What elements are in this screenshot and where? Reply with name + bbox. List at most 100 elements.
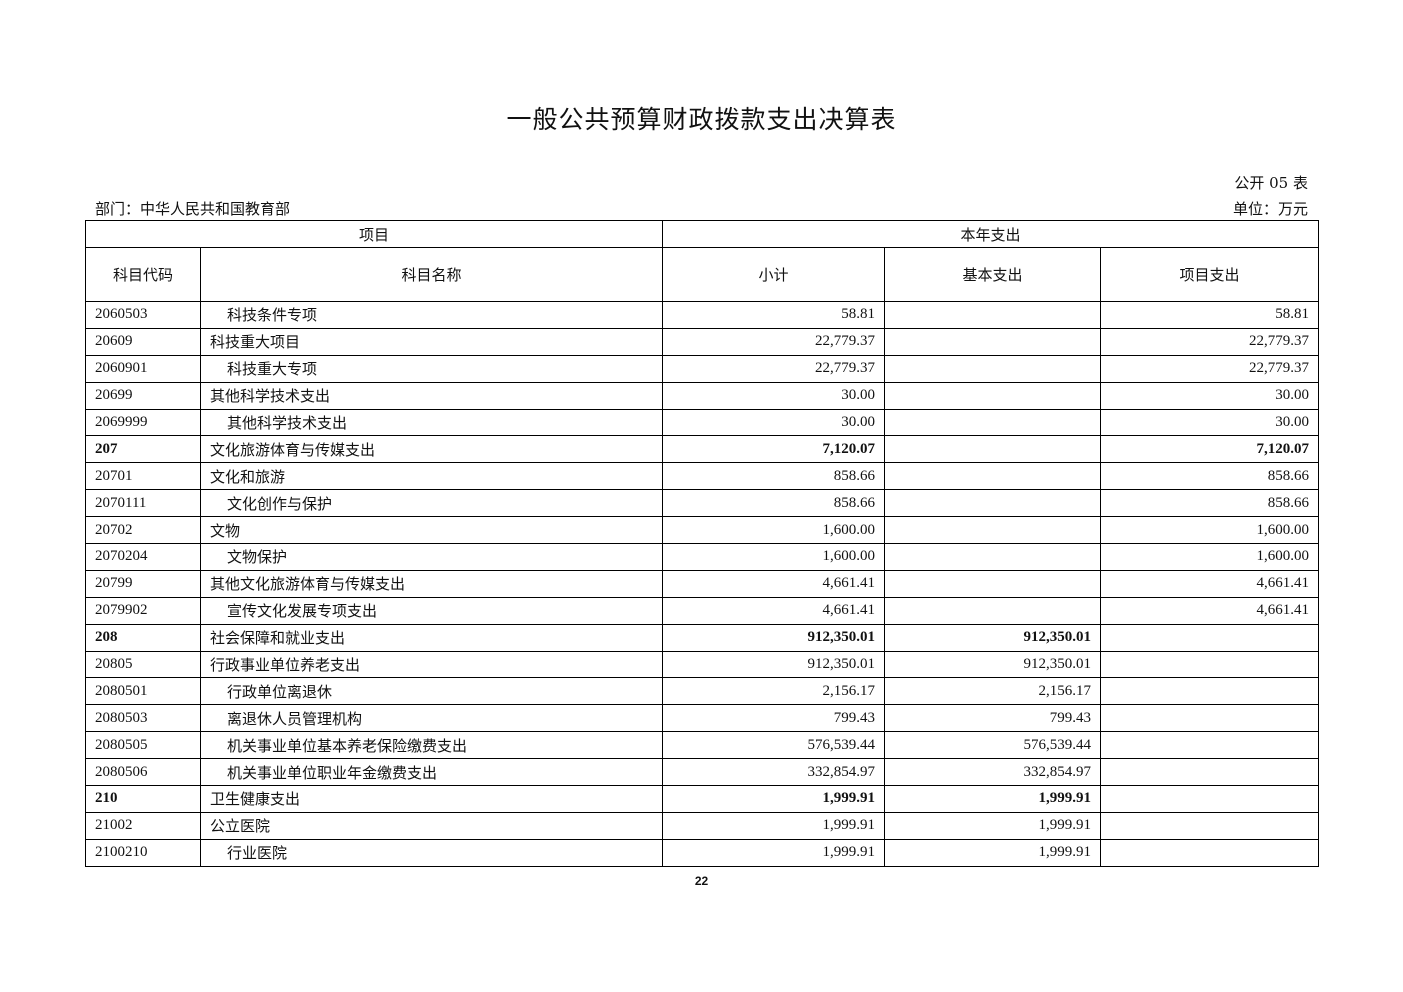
table-row: 207 文化旅游体育与传媒支出 7,120.07 7,120.07 xyxy=(85,435,1320,464)
table-row: 20799 其他文化旅游体育与传媒支出 4,661.41 4,661.41 xyxy=(85,569,1320,598)
cell-name: 其他科学技术支出 xyxy=(199,408,664,437)
cell-project xyxy=(1100,785,1320,813)
cell-subtotal: 1,600.00 xyxy=(662,516,886,545)
cell-project: 22,779.37 xyxy=(1100,354,1320,383)
cell-code: 2060901 xyxy=(85,354,201,383)
table-row: 2080506 机关事业单位职业年金缴费支出 332,854.97 332,854.9… xyxy=(85,758,1320,787)
cell-subtotal: 858.66 xyxy=(662,462,886,491)
header-item-group: 项目 xyxy=(84,220,664,248)
cell-code: 207 xyxy=(85,435,201,464)
cell-code: 210 xyxy=(85,785,201,813)
table-number: 公开 05 表 xyxy=(1234,174,1308,192)
cell-name: 文物 xyxy=(199,516,664,545)
table-row: 208 社会保障和就业支出 912,350.01 912,350.01 xyxy=(85,623,1320,652)
header-code: 科目代码 xyxy=(85,247,201,302)
cell-project xyxy=(1100,623,1320,652)
cell-subtotal: 4,661.41 xyxy=(662,596,886,625)
cell-project xyxy=(1100,811,1320,840)
table-row: 2070204 文物保护 1,600.00 1,600.00 xyxy=(85,543,1320,571)
cell-project xyxy=(1100,731,1320,760)
table-body: 2060503 科技条件专项 58.81 58.81 20609 科技重大项目 22,779… xyxy=(85,301,1320,867)
cell-code: 2080505 xyxy=(85,731,201,760)
cell-basic xyxy=(884,327,1102,356)
cell-name: 其他文化旅游体育与传媒支出 xyxy=(199,569,664,598)
cell-name: 文化和旅游 xyxy=(199,462,664,491)
header-project: 项目支出 xyxy=(1100,247,1320,302)
cell-subtotal: 4,661.41 xyxy=(662,569,886,598)
cell-name: 科技条件专项 xyxy=(199,301,664,329)
cell-basic xyxy=(884,569,1102,598)
cell-name: 离退休人员管理机构 xyxy=(199,704,664,733)
cell-name: 文物保护 xyxy=(199,543,664,571)
cell-project: 30.00 xyxy=(1100,408,1320,437)
cell-basic xyxy=(884,435,1102,464)
cell-subtotal: 1,600.00 xyxy=(662,543,886,571)
cell-name: 机关事业单位基本养老保险缴费支出 xyxy=(199,731,664,760)
table-row: 2060901 科技重大专项 22,779.37 22,779.37 xyxy=(85,354,1320,383)
cell-subtotal: 22,779.37 xyxy=(662,354,886,383)
cell-code: 20699 xyxy=(85,381,201,410)
cell-name: 科技重大专项 xyxy=(199,354,664,383)
cell-subtotal: 332,854.97 xyxy=(662,758,886,787)
cell-subtotal: 1,999.91 xyxy=(662,785,886,813)
header-row-group: 项目 本年支出 xyxy=(84,220,1320,248)
table-row: 20702 文物 1,600.00 1,600.00 xyxy=(85,516,1320,545)
cell-basic xyxy=(884,543,1102,571)
cell-subtotal: 58.81 xyxy=(662,301,886,329)
cell-name: 行业医院 xyxy=(199,838,664,867)
cell-basic xyxy=(884,381,1102,410)
cell-code: 20799 xyxy=(85,569,201,598)
table-row: 2100210 行业医院 1,999.91 1,999.91 xyxy=(85,838,1320,867)
cell-basic: 2,156.17 xyxy=(884,677,1102,706)
cell-project xyxy=(1100,758,1320,787)
cell-name: 科技重大项目 xyxy=(199,327,664,356)
cell-code: 208 xyxy=(85,623,201,652)
cell-basic: 912,350.01 xyxy=(884,623,1102,652)
table-row: 2070111 文化创作与保护 858.66 858.66 xyxy=(85,489,1320,518)
table-row: 2060503 科技条件专项 58.81 58.81 xyxy=(85,301,1320,329)
cell-project xyxy=(1100,838,1320,867)
cell-name: 文化创作与保护 xyxy=(199,489,664,518)
header-row-columns: 科目代码 科目名称 小计 基本支出 项目支出 xyxy=(85,247,1320,302)
cell-basic: 332,854.97 xyxy=(884,758,1102,787)
cell-project xyxy=(1100,650,1320,679)
cell-code: 21002 xyxy=(85,811,201,840)
cell-project: 30.00 xyxy=(1100,381,1320,410)
cell-name: 行政单位离退休 xyxy=(199,677,664,706)
header-year-group: 本年支出 xyxy=(662,220,1320,248)
cell-name: 其他科学技术支出 xyxy=(199,381,664,410)
cell-subtotal: 7,120.07 xyxy=(662,435,886,464)
cell-basic: 1,999.91 xyxy=(884,811,1102,840)
cell-name: 文化旅游体育与传媒支出 xyxy=(199,435,664,464)
table-row: 2069999 其他科学技术支出 30.00 30.00 xyxy=(85,408,1320,437)
cell-basic xyxy=(884,301,1102,329)
cell-project: 1,600.00 xyxy=(1100,516,1320,545)
cell-subtotal: 30.00 xyxy=(662,408,886,437)
table-row: 2080501 行政单位离退休 2,156.17 2,156.17 xyxy=(85,677,1320,706)
header-name: 科目名称 xyxy=(199,247,664,302)
cell-name: 宣传文化发展专项支出 xyxy=(199,596,664,625)
cell-name: 机关事业单位职业年金缴费支出 xyxy=(199,758,664,787)
cell-basic xyxy=(884,408,1102,437)
cell-subtotal: 799.43 xyxy=(662,704,886,733)
cell-subtotal: 858.66 xyxy=(662,489,886,518)
cell-code: 2069999 xyxy=(85,408,201,437)
cell-code: 2070111 xyxy=(85,489,201,518)
cell-code: 20609 xyxy=(85,327,201,356)
cell-name: 行政事业单位养老支出 xyxy=(199,650,664,679)
cell-basic: 912,350.01 xyxy=(884,650,1102,679)
cell-project: 4,661.41 xyxy=(1100,596,1320,625)
cell-name: 公立医院 xyxy=(199,811,664,840)
cell-project: 858.66 xyxy=(1100,489,1320,518)
cell-subtotal: 576,539.44 xyxy=(662,731,886,760)
cell-name: 社会保障和就业支出 xyxy=(199,623,664,652)
page-number: 22 xyxy=(694,874,709,888)
cell-code: 20805 xyxy=(85,650,201,679)
cell-basic xyxy=(884,354,1102,383)
cell-project: 4,661.41 xyxy=(1100,569,1320,598)
budget-table: 项目 本年支出 科目代码 科目名称 小计 基本支出 项目支出 2060503 科技… xyxy=(84,220,1320,867)
cell-code: 2070204 xyxy=(85,543,201,571)
cell-project: 7,120.07 xyxy=(1100,435,1320,464)
unit-label: 单位：万元 xyxy=(1232,200,1308,218)
table-row: 2079902 宣传文化发展专项支出 4,661.41 4,661.41 xyxy=(85,596,1320,625)
